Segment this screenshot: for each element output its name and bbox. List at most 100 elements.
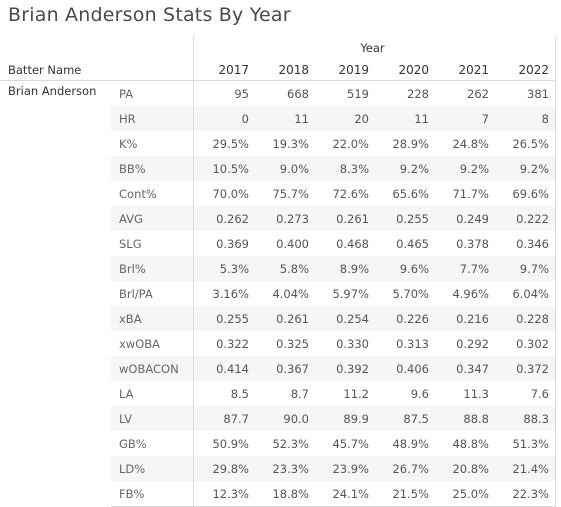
table-cell: 4.04% — [272, 287, 309, 301]
table-cell: 0.468 — [336, 237, 369, 251]
table-cell: 28.9% — [392, 137, 429, 151]
table-cell: 72.6% — [332, 187, 369, 201]
table-cell: 10.5% — [212, 162, 249, 176]
table-row: Brl% 5.3% 5.8% 8.9% 9.6% 7.7% 9.7% — [111, 256, 556, 281]
table-row: wOBACON 0.414 0.367 0.392 0.406 0.347 0.372 — [111, 356, 556, 381]
table-cell: 11.3 — [463, 387, 489, 401]
table-cell: 0.372 — [516, 362, 549, 376]
table-row: SLG 0.369 0.400 0.468 0.465 0.378 0.346 — [111, 231, 556, 256]
metric-label: Brl% — [119, 262, 146, 276]
table-cell: 8.9% — [339, 262, 369, 276]
table-cell: 11 — [414, 112, 429, 126]
table-cell: 9.6% — [399, 262, 429, 276]
table-cell: 88.3 — [523, 412, 549, 426]
table-cell: 22.3% — [512, 487, 549, 501]
table-cell: 9.2% — [519, 162, 549, 176]
table-cell: 89.9 — [343, 412, 369, 426]
table-cell: 21.5% — [392, 487, 429, 501]
table-cell: 228 — [407, 87, 429, 101]
metric-label: PA — [119, 87, 134, 101]
table-cell: 8.5 — [230, 387, 249, 401]
table-row: Brl/PA 3.16% 4.04% 5.97% 5.70% 4.96% 6.04% — [111, 281, 556, 306]
table-cell: 69.6% — [512, 187, 549, 201]
metric-label: AVG — [119, 212, 143, 226]
table-cell: 0.273 — [276, 212, 309, 226]
table-cell: 24.1% — [332, 487, 369, 501]
table-cell: 0.254 — [336, 312, 369, 326]
table-cell: 51.3% — [512, 437, 549, 451]
table-row: FB% 12.3% 18.8% 24.1% 21.5% 25.0% 22.3% — [111, 481, 556, 506]
metric-label: LA — [119, 387, 134, 401]
batter-name-header: Batter Name — [8, 63, 82, 77]
table-cell: 70.0% — [212, 187, 249, 201]
table-cell: 90.0 — [283, 412, 309, 426]
table-cell: 4.96% — [452, 287, 489, 301]
table-row: GB% 50.9% 52.3% 45.7% 48.9% 48.8% 51.3% — [111, 431, 556, 456]
table-cell: 0.226 — [396, 312, 429, 326]
table-cell: 95 — [234, 87, 249, 101]
table-row: HR 0 11 20 11 7 8 — [111, 106, 556, 131]
metric-label: BB% — [119, 162, 146, 176]
table-cell: 0.347 — [456, 362, 489, 376]
table-cell: 0.313 — [396, 337, 429, 351]
table-cell: 9.0% — [279, 162, 309, 176]
metric-label: K% — [119, 137, 138, 151]
metric-label: HR — [119, 112, 136, 126]
table-cell: 29.8% — [212, 462, 249, 476]
table-cell: 0.322 — [216, 337, 249, 351]
metric-label: SLG — [119, 237, 142, 251]
table-cell: 7 — [481, 112, 489, 126]
table-cell: 9.2% — [459, 162, 489, 176]
table-cell: 26.7% — [392, 462, 429, 476]
table-cell: 0.261 — [336, 212, 369, 226]
table-cell: 88.8 — [463, 412, 489, 426]
metric-label: LD% — [119, 462, 146, 476]
table-cell: 0.262 — [216, 212, 249, 226]
year-header-2021: 2021 — [458, 63, 489, 77]
table-cell: 0.325 — [276, 337, 309, 351]
table-cell: 7.7% — [459, 262, 489, 276]
table-cell: 9.2% — [399, 162, 429, 176]
table-cell: 7.6 — [530, 387, 549, 401]
year-header-2020: 2020 — [398, 63, 429, 77]
metric-label: xwOBA — [119, 337, 161, 351]
table-cell: 0.255 — [216, 312, 249, 326]
table-cell: 11 — [294, 112, 309, 126]
table-cell: 18.8% — [272, 487, 309, 501]
table-cell: 20 — [354, 112, 369, 126]
metric-label: xBA — [119, 312, 142, 326]
table-cell: 0.330 — [336, 337, 369, 351]
table-row: LD% 29.8% 23.3% 23.9% 26.7% 20.8% 21.4% — [111, 456, 556, 481]
table-cell: 11.2 — [343, 387, 369, 401]
table-cell: 0.228 — [516, 312, 549, 326]
table-cell: 20.8% — [452, 462, 489, 476]
table-cell: 0.414 — [216, 362, 249, 376]
table-cell: 668 — [287, 87, 309, 101]
table-cell: 25.0% — [452, 487, 489, 501]
table-cell: 0.255 — [396, 212, 429, 226]
table-cell: 23.9% — [332, 462, 369, 476]
table-cell: 75.7% — [272, 187, 309, 201]
table-cell: 0.292 — [456, 337, 489, 351]
table-row: xwOBA 0.322 0.325 0.330 0.313 0.292 0.302 — [111, 331, 556, 356]
table-cell: 19.3% — [272, 137, 309, 151]
table-cell: 9.7% — [519, 262, 549, 276]
table-cell: 3.16% — [212, 287, 249, 301]
table-cell: 0 — [241, 112, 249, 126]
table-cell: 262 — [467, 87, 489, 101]
metric-label: Brl/PA — [119, 287, 153, 301]
table-cell: 5.70% — [392, 287, 429, 301]
year-header-2022: 2022 — [518, 63, 549, 77]
table-cell: 26.5% — [512, 137, 549, 151]
table-cell: 0.302 — [516, 337, 549, 351]
table-cell: 71.7% — [452, 187, 489, 201]
table-cell: 381 — [527, 87, 549, 101]
table-cell: 48.9% — [392, 437, 429, 451]
year-column-group-label: Year — [360, 41, 385, 55]
metric-label: LV — [119, 412, 133, 426]
stats-table: Year Batter Name 2017 2018 2019 2020 2021 202… — [0, 36, 561, 507]
table-cell: 0.465 — [396, 237, 429, 251]
table-cell: 519 — [347, 87, 369, 101]
table-cell: 48.8% — [452, 437, 489, 451]
table-cell: 50.9% — [212, 437, 249, 451]
